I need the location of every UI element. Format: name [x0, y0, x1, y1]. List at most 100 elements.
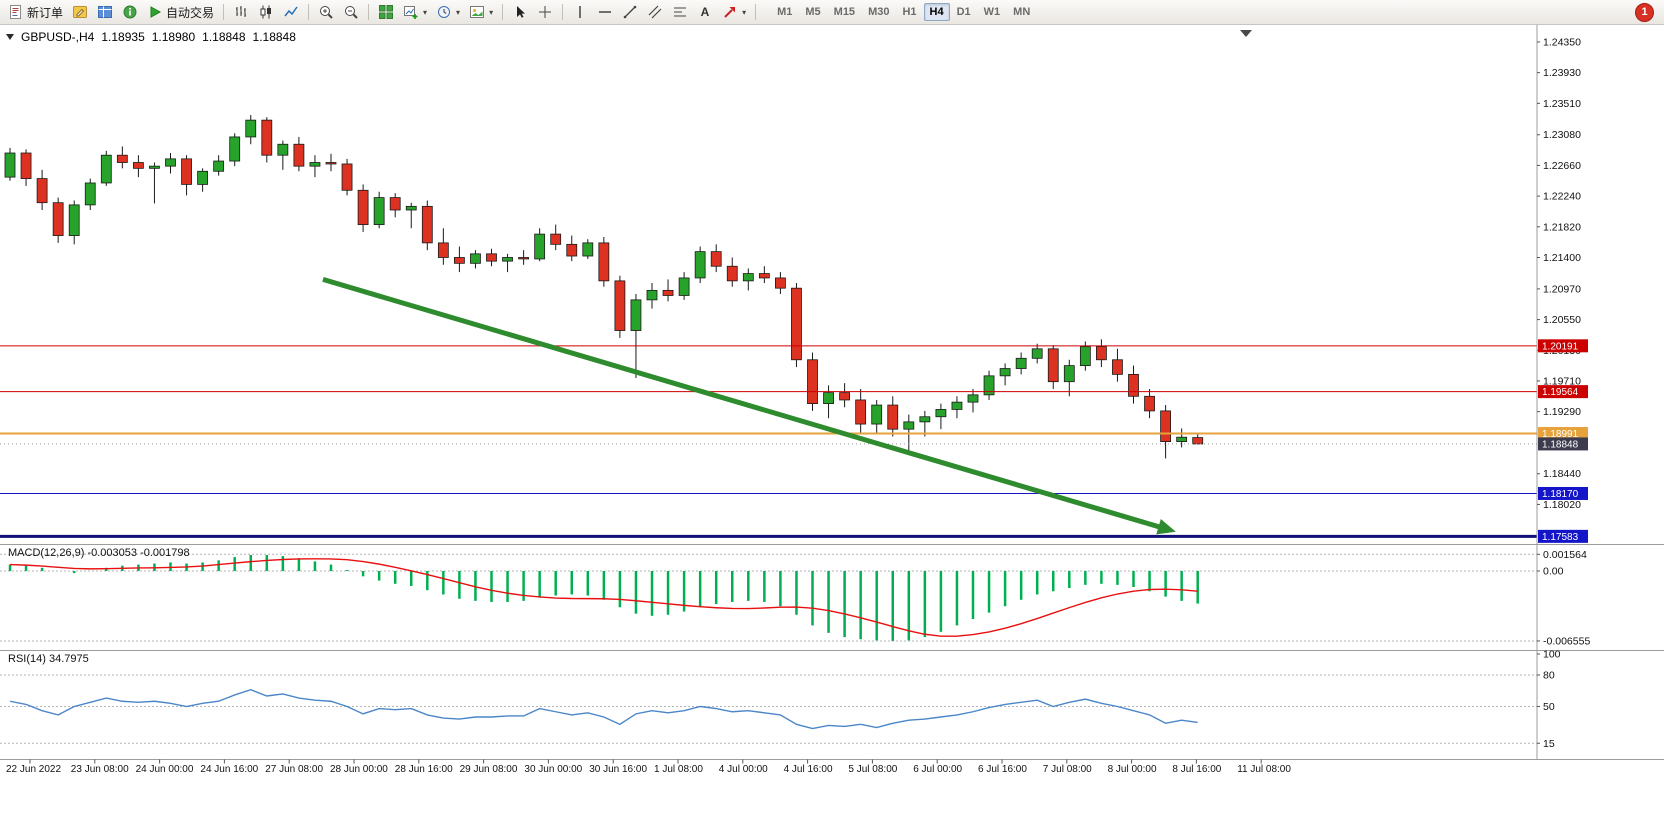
candle-body	[694, 251, 706, 279]
candlestick-chart-button[interactable]	[254, 2, 278, 22]
chevron-down-icon: ▾	[742, 7, 747, 17]
market-watch-button[interactable]	[93, 2, 117, 22]
timeframe-h4[interactable]: H4	[923, 3, 950, 21]
candle-body	[20, 152, 32, 179]
trendline-button[interactable]	[618, 2, 642, 22]
vertical-line-button[interactable]	[568, 2, 592, 22]
metaeditor-button[interactable]	[68, 2, 92, 22]
candle-body	[871, 404, 883, 425]
equidistant-channel-button[interactable]	[643, 2, 667, 22]
timeframe-h1[interactable]: H1	[896, 3, 922, 21]
price-tag-label: 1.17583	[1542, 532, 1579, 543]
candle-body	[100, 154, 112, 184]
zoom-in-button[interactable]	[314, 2, 338, 22]
autotrading-button[interactable]: 自动交易	[143, 2, 218, 22]
tile-windows-icon	[378, 4, 394, 20]
time-label: 8 Jul 16:00	[1172, 764, 1221, 775]
chart-shift-marker[interactable]	[1240, 30, 1252, 37]
new-order-button[interactable]: 新订单	[4, 2, 67, 22]
price-tick-label: 1.19290	[1543, 406, 1581, 418]
candle-body	[662, 289, 674, 296]
price-tag-label: 1.18991	[1542, 429, 1579, 440]
candle-body	[261, 119, 273, 156]
price-tick-label: 1.24350	[1543, 36, 1581, 48]
candle-body	[245, 119, 257, 138]
time-label: 6 Jul 00:00	[913, 764, 962, 775]
zoom-out-button[interactable]	[339, 2, 363, 22]
tile-windows-button[interactable]	[374, 2, 398, 22]
time-label: 4 Jul 16:00	[784, 764, 833, 775]
toolbar: 新订单 自动交易 ▾ ▾ ▾ A ▾ M1 M5 M15 M30 H1 H4 D1 W1 MN 1	[0, 0, 1664, 25]
navigator-button[interactable]	[118, 2, 142, 22]
cursor-button[interactable]	[508, 2, 532, 22]
candle-body	[903, 421, 915, 430]
candle-body	[357, 189, 369, 226]
price-tick-label: 1.21400	[1543, 252, 1581, 264]
trend-arrow[interactable]	[322, 277, 1164, 531]
macd-signal-line	[9, 558, 1198, 637]
timeframe-m15[interactable]: M15	[828, 3, 861, 21]
price-tag	[1538, 426, 1588, 440]
candle-body	[855, 399, 867, 425]
time-label: 28 Jun 00:00	[330, 764, 388, 775]
template-icon	[469, 4, 485, 20]
market-watch-icon	[97, 4, 113, 20]
new-chart-button[interactable]: ▾	[399, 2, 431, 22]
arrows-button[interactable]: ▾	[718, 2, 750, 22]
price-tick-label: 1.23930	[1543, 67, 1581, 79]
price-tick-label: 1.18020	[1543, 499, 1581, 511]
macd-tick-label: 0.00	[1543, 566, 1564, 578]
timeframe-mn[interactable]: MN	[1007, 3, 1036, 21]
candle-body	[534, 233, 546, 260]
rsi-tick-label: 80	[1543, 670, 1555, 682]
candle-body	[1128, 373, 1139, 397]
candle-body	[116, 154, 128, 163]
timeframe-m30[interactable]: M30	[862, 3, 895, 21]
time-label: 23 Jun 08:00	[71, 764, 129, 775]
periods-button[interactable]: ▾	[432, 2, 464, 22]
timeframe-d1[interactable]: D1	[951, 3, 977, 21]
candlesticks	[4, 115, 1204, 459]
zoom-in-icon	[318, 4, 334, 20]
line-chart-button[interactable]	[279, 2, 303, 22]
navigator-icon	[122, 4, 138, 20]
fibonacci-button[interactable]	[668, 2, 692, 22]
candle-body	[710, 251, 722, 267]
time-label: 27 Jun 08:00	[265, 764, 323, 775]
timeframe-w1[interactable]: W1	[978, 3, 1007, 21]
timeframe-m5[interactable]: M5	[799, 3, 826, 21]
macd-label: MACD(12,26,9) -0.003053 -0.001798	[8, 547, 190, 559]
text-icon: A	[697, 4, 713, 20]
time-label: 29 Jun 08:00	[460, 764, 518, 775]
templates-button[interactable]: ▾	[465, 2, 497, 22]
candle-body	[999, 368, 1011, 377]
price-tick-label: 1.23080	[1543, 129, 1581, 141]
toolbar-separator	[368, 4, 370, 20]
time-label: 1 Jul 08:00	[654, 764, 703, 775]
candle-body	[470, 253, 481, 264]
line-chart-icon	[283, 4, 299, 20]
price-tick-label: 1.19710	[1543, 375, 1581, 387]
crosshair-button[interactable]	[533, 2, 557, 22]
time-label: 30 Jun 16:00	[589, 764, 647, 775]
timeframe-group: M1 M5 M15 M30 H1 H4 D1 W1 MN	[771, 3, 1036, 21]
trend-arrow-head	[1156, 519, 1176, 535]
toolbar-separator	[502, 4, 504, 20]
one-click-trading-toggle[interactable]	[6, 34, 14, 40]
timeframe-m1[interactable]: M1	[771, 3, 798, 21]
autotrading-label: 自动交易	[166, 5, 215, 20]
bar-chart-button[interactable]	[229, 2, 253, 22]
toolbar-separator	[223, 4, 225, 20]
horizontal-line-button[interactable]	[593, 2, 617, 22]
candle-body	[726, 265, 738, 282]
time-label: 24 Jun 00:00	[136, 764, 194, 775]
fibonacci-icon	[672, 4, 688, 20]
price-tag-label: 1.18170	[1542, 489, 1579, 500]
chart-area[interactable]: 1.24350 1.23930 1.23510 1.23080 1.22660 1.222…	[0, 25, 1664, 834]
candle-body	[775, 277, 786, 289]
notification-badge[interactable]: 1	[1635, 2, 1654, 22]
text-label-button[interactable]: A	[693, 2, 717, 22]
candle-body	[518, 257, 529, 260]
candle-body	[1192, 437, 1204, 445]
time-label: 5 Jul 08:00	[848, 764, 897, 775]
